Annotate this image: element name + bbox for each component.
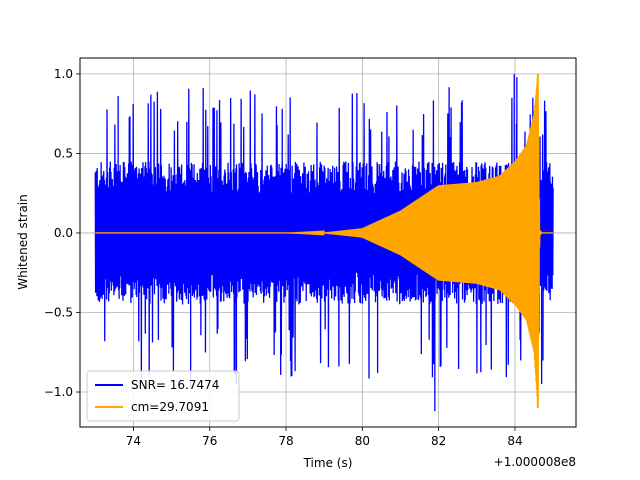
x-tick-label: 82 (431, 434, 446, 448)
y-tick-label: 0.5 (54, 146, 73, 160)
x-tick-label: 80 (355, 434, 370, 448)
x-tick-label: 78 (278, 434, 293, 448)
ticks: 74 76 78 80 82 84 −1.0 −0.5 0.0 0.5 1.0 (44, 67, 523, 448)
legend-label-snr: SNR= 16.7474 (131, 378, 219, 392)
legend-label-cm: cm=29.7091 (131, 400, 209, 414)
x-axis-label: Time (s) (303, 456, 353, 470)
series-snr-line (94, 87, 554, 379)
x-tick-label: 76 (202, 434, 217, 448)
series-cm-line (95, 73, 554, 405)
x-tick-label: 74 (126, 434, 141, 448)
x-offset-label: +1.000008e8 (494, 455, 576, 469)
x-tick-label: 84 (507, 434, 522, 448)
plot-frame (79, 57, 577, 428)
legend-box (86, 370, 240, 422)
y-tick-label: −0.5 (44, 305, 73, 319)
y-tick-label: 0.0 (54, 226, 73, 240)
y-axis-label: Whitened strain (16, 194, 30, 290)
y-tick-label: 1.0 (54, 67, 73, 81)
series-layer (94, 73, 554, 412)
legend: SNR= 16.7474 cm=29.7091 (86, 370, 240, 422)
y-tick-label: −1.0 (44, 385, 73, 399)
